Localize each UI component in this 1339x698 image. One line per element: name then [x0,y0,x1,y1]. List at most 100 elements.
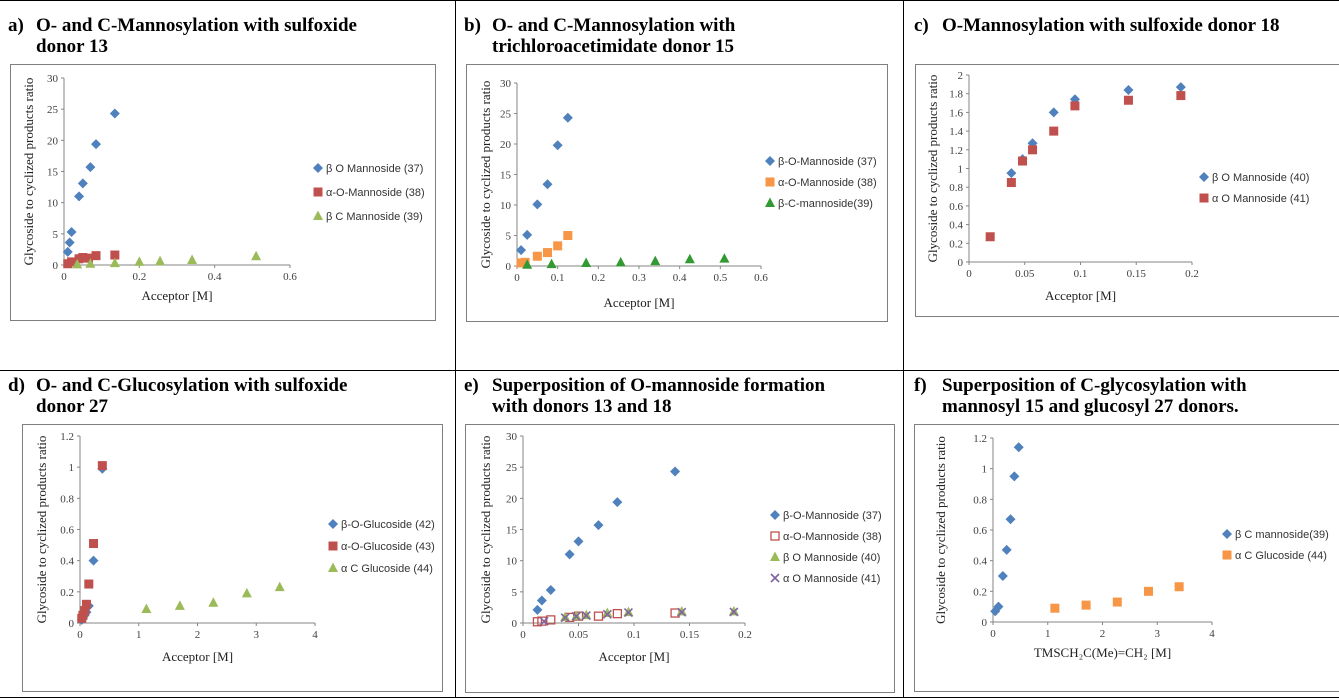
x-tick-label: 0.15 [1127,268,1147,280]
y-axis-label: Glycoside to cyclized products ratio [478,81,493,269]
legend-label: α-O-Mannoside (38) [783,531,882,543]
y-tick-label: 30 [500,78,512,90]
panel-title-line1: O- and C-Mannosylation with [492,15,736,36]
legend-marker [1199,193,1209,203]
data-point [546,615,556,625]
data-point [274,581,285,592]
data-point [134,256,145,266]
data-point [78,610,88,620]
x-tick-label: 0 [61,271,67,283]
scatter-chart-b: 0 5 10 15 20 25 30 0 0.1 0.2 0.3 0.4 0.5 0.6 Acceptor … [478,78,877,310]
legend-marker [313,163,323,173]
data-point [141,603,152,613]
data-point [623,608,634,618]
panel-label: e) [464,375,479,396]
data-point [581,610,591,621]
y-tick-label: 0.6 [949,201,963,213]
data-point [110,250,120,260]
y-tick-label: 5 [506,231,512,243]
panel-title-line2: trichloroacetimidate donor 15 [492,36,735,57]
data-point [1049,126,1059,136]
panel-title-line1: O-Mannosylation with sulfoxide donor 18 [942,15,1280,36]
data-point [532,604,543,615]
data-point [1005,514,1016,525]
x-tick-label: 0.2 [1185,268,1199,280]
panel-b-title: b) O- and C-Mannosylation with trichloroa… [464,15,896,57]
y-tick-label: 25 [500,109,512,121]
data-point [552,140,563,151]
x-tick-label: 0.2 [591,272,605,284]
y-tick-label: 0.6 [60,525,74,537]
data-point [571,611,581,621]
y-tick-label: 0 [958,257,964,269]
legend-label: α O Mannoside (41) [783,573,880,585]
x-tick-label: 0.1 [551,272,565,284]
data-point [729,607,739,617]
data-point [97,461,107,471]
data-point [536,595,547,606]
y-tick-label: 0.8 [949,182,963,194]
data-point [573,536,584,547]
x-axis-label: Acceptor [M] [598,649,669,664]
y-tick-label: 0.4 [973,556,987,568]
data-point [1028,145,1038,155]
legend-label: α C Glucoside (44) [1235,550,1327,562]
x-tick-label: 4 [312,629,318,641]
data-point [251,250,262,261]
scatter-chart-e: 0 5 10 15 20 25 30 0 0.05 0.1 0.15 0.2 Acceptor [M] G… [478,431,882,664]
y-tick-label: 1 [982,464,988,476]
data-point [560,613,570,623]
data-point [1050,603,1060,613]
y-tick-label: 15 [47,167,59,179]
data-point [84,579,94,589]
legend-label: α-O-Mannoside (38) [778,177,877,189]
data-point [1123,84,1134,95]
y-tick-label: 25 [47,104,59,116]
y-tick-label: 0 [53,260,59,272]
legend-marker [328,562,338,572]
legend-marker [1199,172,1209,182]
panel-title-line2: donor 13 [36,36,108,57]
legend-marker [1222,550,1232,560]
legend-label: α C Glucoside (44) [341,563,433,575]
legend-marker [770,551,780,561]
grid-divider [0,370,1339,371]
x-tick-label: 0.3 [632,272,646,284]
y-tick-label: 15 [506,525,518,537]
legend-marker [765,197,775,207]
y-tick-label: 0.2 [60,587,74,599]
y-tick-label: 1.2 [949,145,963,157]
data-point [155,255,166,266]
legend-marker [328,519,338,529]
y-tick-label: 10 [506,556,518,568]
data-point [85,258,96,268]
legend-label: β O Mannoside (40) [1212,172,1309,184]
data-point [81,599,91,609]
scatter-chart-f: 0 0.2 0.4 0.6 0.8 1 1.2 0 1 2 3 4 TMSCH₂C(Me)=CH₂ [M… [933,433,1329,660]
data-point [74,191,85,202]
data-point [1006,178,1016,188]
data-point [545,584,556,595]
y-tick-label: 20 [506,493,518,505]
data-point [1143,586,1153,596]
chart-frame [915,64,1339,317]
data-point [564,549,575,560]
legend-marker [313,210,323,220]
x-tick-label: 0.2 [132,271,146,283]
panel-title-line1: Superposition of O-mannoside formation [492,375,826,396]
y-tick-label: 0 [69,618,75,630]
x-tick-label: 0.05 [569,629,589,641]
y-tick-label: 0 [982,617,988,629]
data-point [66,226,77,237]
data-point [1081,600,1091,610]
legend-label: α-O-Mannoside (38) [326,187,425,199]
scatter-chart-d: 0 0.2 0.4 0.6 0.8 1 1.2 0 1 2 3 4 Acceptor [M] Glycos… [34,431,435,664]
data-point [1048,107,1059,118]
x-tick-label: 0 [77,629,83,641]
legend-label: β-O-Glucoside (42) [341,519,435,531]
x-tick-label: 0.1 [1074,268,1088,280]
y-axis-label: Glycoside to cyclized products ratio [34,436,49,624]
y-tick-label: 10 [500,200,512,212]
panel-e-title: e) Superposition of O-mannoside formation… [464,375,896,417]
